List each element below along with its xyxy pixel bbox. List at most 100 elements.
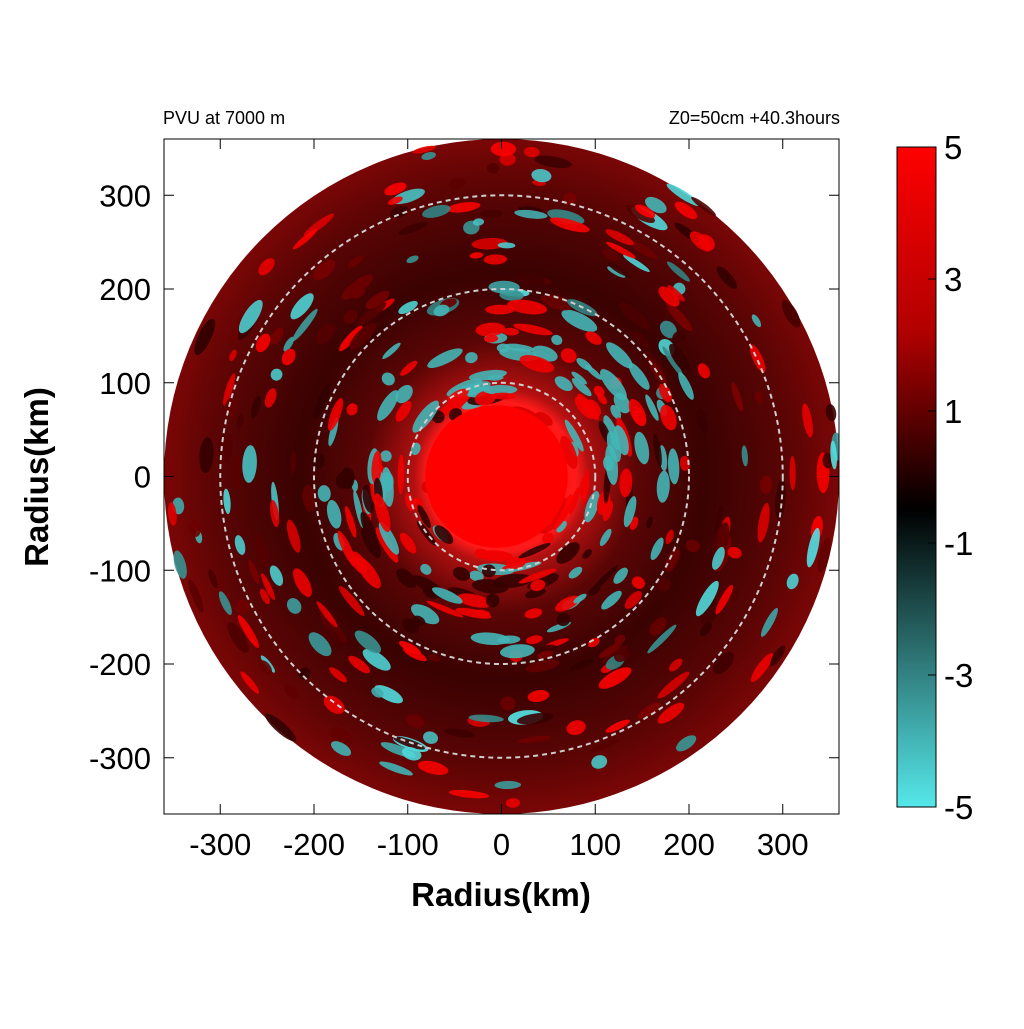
pv-patch: [302, 484, 316, 512]
pv-patch: [473, 609, 491, 618]
pv-patch: [658, 383, 673, 403]
pv-patch: [420, 563, 432, 575]
pv-patch: [447, 388, 469, 403]
pv-patch: [658, 286, 680, 307]
pv-patch: [560, 435, 578, 469]
pv-patch: [423, 731, 439, 744]
pv-patch: [338, 585, 365, 617]
pv-patch: [587, 637, 600, 648]
pv-patch: [568, 566, 583, 579]
pv-patch: [428, 654, 441, 662]
pv-patch: [589, 739, 620, 752]
pv-patch: [599, 528, 612, 547]
pv-patch: [685, 539, 700, 553]
pv-patch: [514, 272, 546, 285]
pv-patch: [406, 714, 425, 729]
pv-patch: [329, 667, 347, 683]
pv-patch: [666, 302, 693, 332]
pv-patch: [426, 600, 464, 618]
pv-patch: [329, 727, 353, 746]
pv-patch: [647, 624, 677, 654]
pv-patch: [488, 280, 520, 294]
pv-patch: [698, 234, 715, 251]
pv-patch: [344, 506, 357, 538]
pv-patch: [253, 533, 268, 567]
colorbar-tick-label: 1: [944, 393, 962, 430]
pv-patch: [444, 728, 475, 738]
pv-patch: [525, 635, 543, 645]
pv-patch: [605, 229, 635, 246]
pv-patch: [235, 599, 250, 615]
pv-patch: [434, 525, 454, 545]
colorbar-tick-label: -1: [944, 525, 973, 562]
pv-patch: [227, 622, 249, 653]
range-ring: [219, 194, 784, 759]
pv-patch: [817, 537, 831, 573]
pv-patch: [433, 304, 450, 317]
pv-patch: [600, 369, 627, 401]
pv-patch: [485, 304, 515, 315]
pv-patch: [715, 584, 733, 615]
colorbar-ticks: 5 3 1 -1 -3 -5: [928, 129, 973, 826]
pv-patch: [189, 519, 201, 537]
pv-patch: [524, 608, 543, 619]
pv-patch: [607, 262, 633, 278]
pv-patch: [634, 431, 650, 465]
pv-patch: [283, 336, 295, 352]
pv-patch: [584, 399, 601, 418]
pv-patch: [581, 468, 590, 505]
pv-patch: [749, 344, 766, 373]
x-tick-label: -100: [377, 827, 439, 862]
pv-patch: [173, 550, 187, 579]
plot-area: [164, 139, 839, 814]
pv-patch: [390, 205, 409, 219]
pv-patch: [284, 684, 299, 699]
pv-patch: [760, 607, 778, 637]
pv-patch: [269, 500, 280, 528]
pv-patch: [323, 695, 345, 714]
pv-patch: [751, 314, 762, 328]
pv-patch: [199, 437, 214, 474]
pv-patch: [311, 453, 325, 469]
pv-patch: [554, 376, 573, 392]
colorbar-tick-label: 5: [944, 129, 962, 166]
pv-patch: [571, 371, 587, 385]
pv-patch: [613, 648, 630, 663]
pv-patch: [714, 505, 724, 539]
pv-patch: [479, 550, 513, 562]
pv-patch: [396, 568, 417, 589]
pv-patch: [517, 735, 552, 743]
range-ring: [406, 381, 597, 572]
pv-patch: [381, 372, 395, 386]
pv-patch: [665, 529, 674, 545]
pv-patch: [806, 527, 820, 568]
pv-patch: [362, 649, 391, 671]
pv-patch: [308, 632, 332, 657]
pv-patch: [731, 382, 744, 412]
pv-patch: [607, 266, 626, 278]
pv-patch: [741, 445, 748, 467]
pv-patch: [270, 327, 284, 345]
pv-patch: [223, 488, 231, 515]
pv-patch: [632, 331, 650, 349]
pv-patch: [606, 431, 622, 463]
pv-patch: [619, 468, 633, 498]
pv-patch: [657, 702, 685, 724]
y-tick-label: 200: [99, 272, 151, 307]
pv-patch: [514, 209, 548, 219]
pv-patch: [518, 543, 551, 559]
pv-patch: [371, 450, 382, 485]
pv-patch: [573, 593, 587, 604]
pv-patch: [482, 384, 518, 395]
pv-patch: [786, 573, 799, 590]
pv-patch: [659, 320, 677, 339]
pv-patch: [258, 258, 275, 276]
pv-patch: [331, 741, 352, 756]
colorbar: [896, 146, 937, 808]
pv-patch: [474, 390, 496, 406]
pv-patch: [412, 400, 439, 433]
pv-patch: [822, 452, 833, 469]
pv-patch: [649, 617, 668, 636]
pv-patch: [825, 403, 837, 422]
